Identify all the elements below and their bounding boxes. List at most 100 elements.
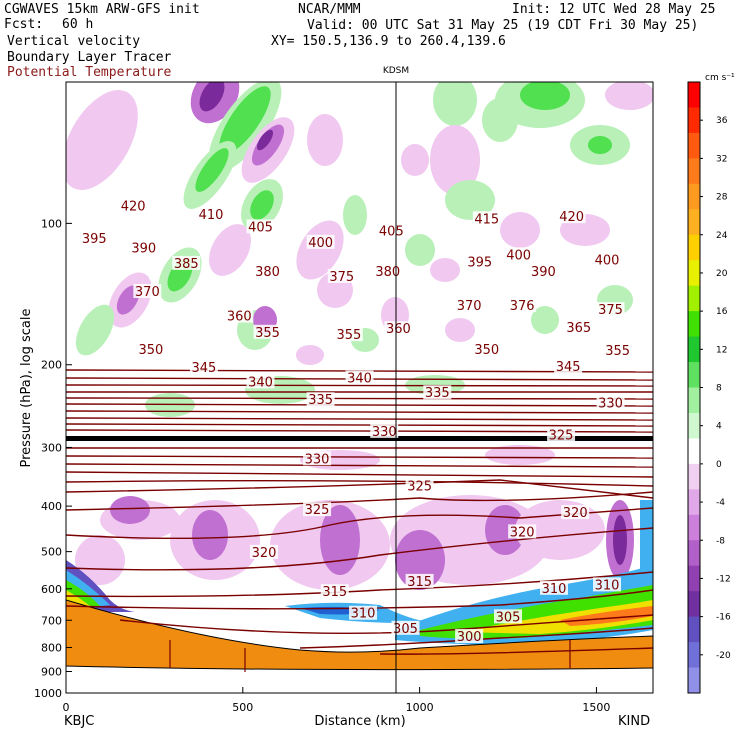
theta-label-bg xyxy=(529,264,558,279)
x-endpoint-right: KIND xyxy=(618,714,650,729)
colorbar-tick-label: -12 xyxy=(716,574,731,584)
theta-label-bg xyxy=(554,358,583,373)
theta-label-bg xyxy=(246,374,275,389)
colorbar-swatch xyxy=(688,336,700,363)
y-tick-label: 400 xyxy=(41,500,62,513)
station-label: KDSM xyxy=(383,66,409,76)
theta-label: 370 xyxy=(135,285,160,300)
colorbar-swatch xyxy=(688,82,700,108)
theta-label: 330 xyxy=(598,397,623,412)
field-potential-temperature: Potential Temperature xyxy=(7,65,172,80)
theta-label: 385 xyxy=(174,257,199,272)
theta-label: 320 xyxy=(563,506,588,521)
theta-label-bg xyxy=(303,502,332,517)
theta-label: 325 xyxy=(305,503,330,518)
model-title: CGWAVES 15km ARW-GFS init xyxy=(4,2,200,17)
x-tick-label: 0 xyxy=(63,701,70,714)
theta-label: 315 xyxy=(322,585,347,600)
forecast-value: 60 h xyxy=(62,17,94,32)
theta-label-bg xyxy=(593,252,622,267)
colorbar-swatch xyxy=(688,285,700,312)
theta-label-bg xyxy=(373,264,402,279)
colorbar-tick-label: -4 xyxy=(716,498,725,508)
theta-label: 335 xyxy=(425,386,450,401)
theta-label-bg xyxy=(405,478,434,493)
colorbar: 36 32 28 24 20 16 12 8 4 0 -4 -8 -12 -16 -20 xyxy=(687,81,731,694)
theta-label-bg xyxy=(455,298,484,313)
theta-label-bg xyxy=(172,255,201,270)
colorbar-swatch xyxy=(688,591,700,618)
theta-contours xyxy=(66,369,653,655)
theta-label-bg xyxy=(384,321,413,336)
theta-label-bg xyxy=(557,209,586,224)
theta-label-bg xyxy=(603,343,632,358)
x-tick-label: 1500 xyxy=(582,701,610,714)
theta-label: 420 xyxy=(121,199,146,214)
colorbar-tick-label: 8 xyxy=(716,384,722,394)
theta-label: 325 xyxy=(407,479,432,494)
theta-label: 395 xyxy=(82,232,107,247)
colorbar-tick-label: 12 xyxy=(716,345,727,355)
theta-label-bg xyxy=(561,505,590,520)
theta-label: 360 xyxy=(227,310,252,325)
x-axis-label: Distance (km) xyxy=(314,714,405,729)
colorbar-swatch xyxy=(688,642,700,669)
theta-label-bg xyxy=(253,264,282,279)
theta-label-bg xyxy=(472,211,501,226)
theta-label: 365 xyxy=(566,321,591,336)
theta-label: 315 xyxy=(407,575,432,590)
theta-label-bg xyxy=(547,427,576,442)
colorbar-swatch xyxy=(688,260,700,287)
theta-label-bg xyxy=(596,302,625,317)
theta-label-bg xyxy=(345,370,374,385)
y-axis-label: Pressure (hPa), log scale xyxy=(19,309,34,468)
x-endpoint-left: KBJC xyxy=(64,714,94,729)
y-tick-label: 700 xyxy=(41,614,62,627)
init-time: Init: 12 UTC Wed 28 May 25 xyxy=(512,2,716,17)
colorbar-swatch xyxy=(688,565,700,592)
theta-label: 355 xyxy=(605,344,630,359)
colorbar-swatch xyxy=(688,514,700,541)
theta-label: 400 xyxy=(308,236,333,251)
theta-label-bg xyxy=(196,207,225,222)
theta-label-bg xyxy=(225,308,254,323)
theta-label-bg xyxy=(508,524,537,539)
theta-label: 370 xyxy=(457,299,482,314)
colorbar-tick-label: -8 xyxy=(716,536,725,546)
colorbar-tick-label: 4 xyxy=(716,422,722,432)
forecast-label: Fcst: xyxy=(4,17,44,32)
theta-label-bg xyxy=(189,359,218,374)
colorbar-tick-label: 28 xyxy=(716,193,728,203)
axes: 0 500 1000 1500 100 200 300 400 500 600 700 800 900 1… xyxy=(34,217,610,714)
theta-label-bg xyxy=(306,392,335,407)
colorbar-swatch xyxy=(688,463,700,490)
theta-label-bg xyxy=(136,341,165,356)
vertical-velocity-shading xyxy=(66,82,653,365)
colorbar-swatch xyxy=(688,209,700,236)
theta-label-bg xyxy=(539,580,568,595)
colorbar-tick-label: 16 xyxy=(716,307,728,317)
theta-label: 390 xyxy=(531,265,556,280)
theta-label-bg xyxy=(508,298,537,313)
theta-label: 350 xyxy=(474,343,499,358)
theta-label: 375 xyxy=(598,303,623,318)
field-vertical-velocity: Vertical velocity xyxy=(7,34,141,49)
theta-label-bg xyxy=(303,451,332,466)
theta-label-bg xyxy=(306,234,335,249)
theta-label: 405 xyxy=(379,224,404,239)
theta-label: 375 xyxy=(329,270,354,285)
theta-label: 380 xyxy=(375,265,400,280)
theta-label-bg xyxy=(405,573,434,588)
theta-label-bg xyxy=(564,319,593,334)
y-tick-label: 900 xyxy=(41,666,62,679)
colorbar-tick-label: -20 xyxy=(716,651,731,661)
plot-frame xyxy=(65,81,654,694)
org-label: NCAR/MMM xyxy=(298,2,361,17)
y-tick-label: 600 xyxy=(41,583,62,596)
colorbar-tick-label: 20 xyxy=(716,269,728,279)
field-boundary-layer-tracer: Boundary Layer Tracer xyxy=(7,50,172,65)
theta-label: 300 xyxy=(457,630,482,645)
theta-label: 310 xyxy=(351,607,376,622)
